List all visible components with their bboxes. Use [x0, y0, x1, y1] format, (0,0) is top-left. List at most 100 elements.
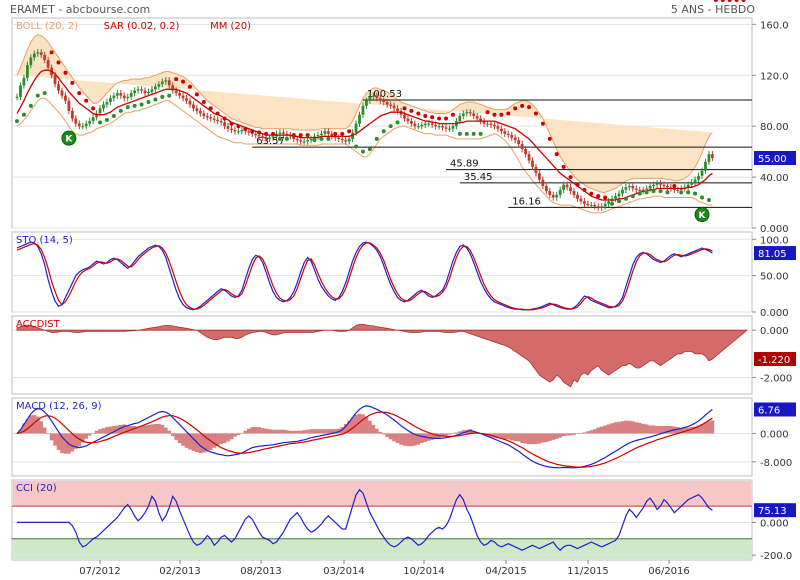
candle-body — [697, 175, 700, 180]
panel-5: 0.000 -200.0 75.13 CCI (20) — [11, 479, 796, 562]
sar-dot — [686, 190, 691, 195]
macd-histogram-bar — [132, 426, 137, 434]
macd-histogram-bar — [561, 433, 566, 437]
macd-histogram-bar — [160, 424, 165, 434]
candle-body — [707, 154, 711, 162]
macd-histogram-bar — [56, 433, 61, 450]
candle-body — [102, 104, 105, 109]
macd-histogram-bar — [198, 433, 203, 454]
macd-histogram-bar — [84, 433, 88, 439]
level-label: 100.53 — [367, 89, 402, 100]
macd-histogram-bar — [87, 433, 92, 436]
candle-body — [551, 194, 555, 198]
candle-body — [645, 188, 649, 190]
macd-histogram-bar — [617, 421, 621, 434]
legend-label: MACD (12, 26, 9) — [16, 401, 102, 412]
candle-body — [309, 138, 313, 141]
candle-body — [655, 183, 659, 185]
sar-dot — [706, 198, 711, 202]
macd-histogram-bar — [80, 433, 85, 443]
panel-4: 0.000 -8.000 6.76 MACD (12, 26, 9) — [11, 397, 796, 477]
candle-body — [576, 194, 579, 199]
last-value-label: -1.220 — [758, 355, 790, 366]
macd-histogram-bar — [707, 421, 711, 434]
macd-histogram-bar — [281, 429, 286, 434]
macd-histogram-bar — [586, 431, 590, 434]
sar-dot — [533, 111, 538, 116]
sar-dot — [665, 190, 670, 195]
macd-histogram-bar — [167, 430, 172, 434]
sar-dot — [360, 149, 365, 154]
macd-histogram-bar — [70, 433, 75, 452]
macd-histogram-bar — [105, 427, 109, 434]
macd-histogram-bar — [572, 433, 576, 436]
sar-dot — [409, 108, 414, 113]
macd-histogram-bar — [710, 420, 715, 434]
candle-body — [382, 100, 386, 102]
macd-histogram-bar — [312, 429, 317, 434]
candle-body — [410, 121, 413, 124]
candle-body — [209, 117, 213, 119]
candle-body — [98, 108, 102, 114]
candle-body — [60, 90, 64, 96]
macd-histogram-bar — [39, 421, 44, 434]
macd-histogram-bar — [375, 428, 379, 434]
sar-dot — [153, 97, 158, 102]
series-line-main — [17, 488, 713, 552]
macd-histogram-bar — [278, 429, 282, 434]
candle-body — [32, 53, 36, 58]
sar-dot — [229, 121, 234, 126]
bollinger-upper-line — [16, 33, 713, 193]
sar-dot — [77, 91, 82, 96]
candle-body — [178, 93, 182, 96]
candle-body — [631, 186, 635, 189]
macd-histogram-bar — [565, 433, 569, 436]
macd-histogram-bar — [350, 417, 355, 434]
macd-histogram-bar — [527, 433, 531, 445]
candle-body — [115, 93, 119, 96]
candle-body — [441, 126, 444, 128]
macd-histogram-bar — [15, 433, 19, 434]
sar-dot — [630, 194, 635, 199]
macd-histogram-bar — [499, 433, 504, 439]
candle-body — [278, 132, 282, 134]
macd-histogram-bar — [319, 429, 324, 434]
macd-histogram-bar — [330, 429, 334, 434]
sar-dot — [333, 131, 338, 136]
candle-body — [627, 186, 631, 188]
y-tick-label: 0.000 — [760, 326, 789, 337]
legend-label: MM (20) — [210, 21, 251, 32]
last-value-label: 75.13 — [758, 506, 787, 517]
candle-body — [230, 128, 233, 130]
candle-body — [326, 131, 330, 134]
macd-histogram-bar — [402, 433, 407, 446]
candle-body — [88, 121, 92, 124]
candle-body — [461, 113, 465, 116]
sar-dot — [450, 112, 455, 117]
sar-dot — [132, 103, 137, 108]
sar-dot — [568, 175, 573, 180]
candle-body — [582, 201, 586, 204]
sar-dot — [35, 93, 40, 98]
sar-dot — [194, 92, 199, 97]
candle-body — [496, 126, 500, 129]
macd-histogram-bar — [143, 425, 147, 434]
sar-dot — [111, 114, 116, 118]
sar-dot — [499, 112, 504, 117]
macd-histogram-bar — [603, 425, 607, 434]
candle-body — [458, 116, 462, 122]
candle-body — [19, 85, 22, 97]
macd-histogram-bar — [184, 433, 189, 448]
macd-histogram-bar — [229, 433, 234, 440]
candle-body — [57, 84, 60, 91]
candle-body — [579, 198, 583, 202]
macd-histogram-bar — [243, 430, 248, 434]
level-label: 63.57 — [256, 136, 285, 147]
candle-body — [420, 124, 424, 127]
sar-dot — [15, 119, 19, 124]
last-value-label: 81.05 — [758, 249, 787, 260]
sar-dot — [658, 189, 663, 194]
candle-body — [711, 154, 714, 158]
macd-histogram-bar — [212, 433, 217, 448]
